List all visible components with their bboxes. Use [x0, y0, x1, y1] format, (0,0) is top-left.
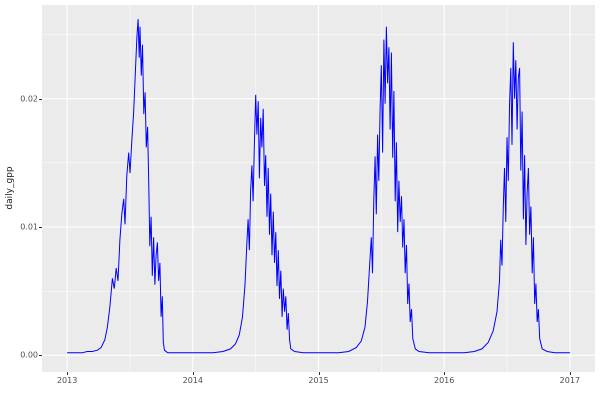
y-tick-label: 0.00 [20, 350, 38, 360]
data-line-daily_gpp [67, 19, 570, 354]
x-tick-label: 2013 [56, 376, 78, 385]
x-tick-label: 2017 [559, 376, 581, 385]
plot-panel [42, 5, 595, 372]
x-tick-label: 2016 [433, 376, 455, 385]
y-tick-mark [39, 226, 42, 228]
plot-area-svg [42, 5, 595, 372]
y-tick-mark [39, 98, 42, 100]
y-tick-mark [39, 355, 42, 357]
x-tick-label: 2015 [308, 376, 329, 385]
y-axis-title: daily_gpp [5, 166, 15, 210]
x-tick-mark [444, 372, 446, 375]
x-tick-label: 2014 [182, 376, 203, 385]
x-tick-mark [569, 372, 571, 375]
x-tick-mark [192, 372, 194, 375]
y-tick-label: 0.02 [20, 94, 38, 104]
x-tick-mark [318, 372, 320, 375]
y-tick-label: 0.01 [20, 222, 38, 232]
x-tick-mark [67, 372, 69, 375]
